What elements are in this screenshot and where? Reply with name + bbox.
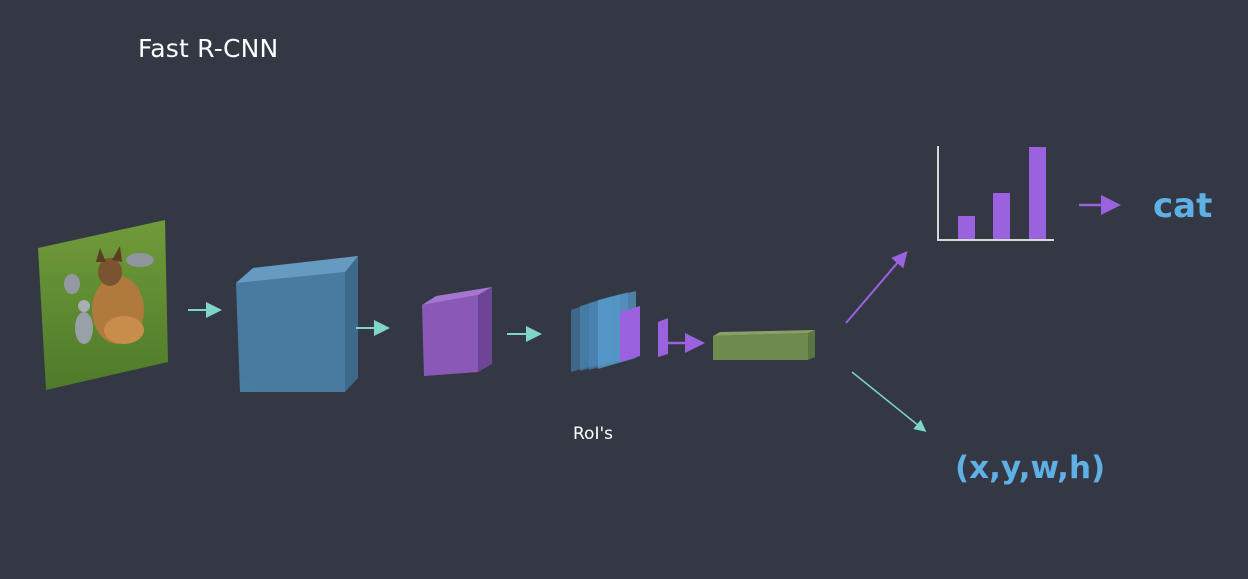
chart-bar-1 [958,216,975,239]
arrow-fc-to-bbox [851,371,927,432]
diagram-title: Fast R-CNN [138,34,279,63]
bbox-output-label: (x,y,w,h) [955,450,1106,486]
conv-layers-block [236,256,358,392]
fc-layers-block [713,330,815,360]
arrow-fc-to-classifier [845,250,908,324]
feature-map-block [422,287,492,376]
roi-pooled [658,318,668,357]
roi-stack [571,291,640,372]
softmax-bar-chart [937,146,1054,241]
chart-bar-2 [993,193,1010,239]
input-image [38,220,168,390]
chart-bar-3 [1029,147,1046,239]
class-output-label: cat [1153,186,1213,226]
rois-label: RoI's [573,424,613,444]
